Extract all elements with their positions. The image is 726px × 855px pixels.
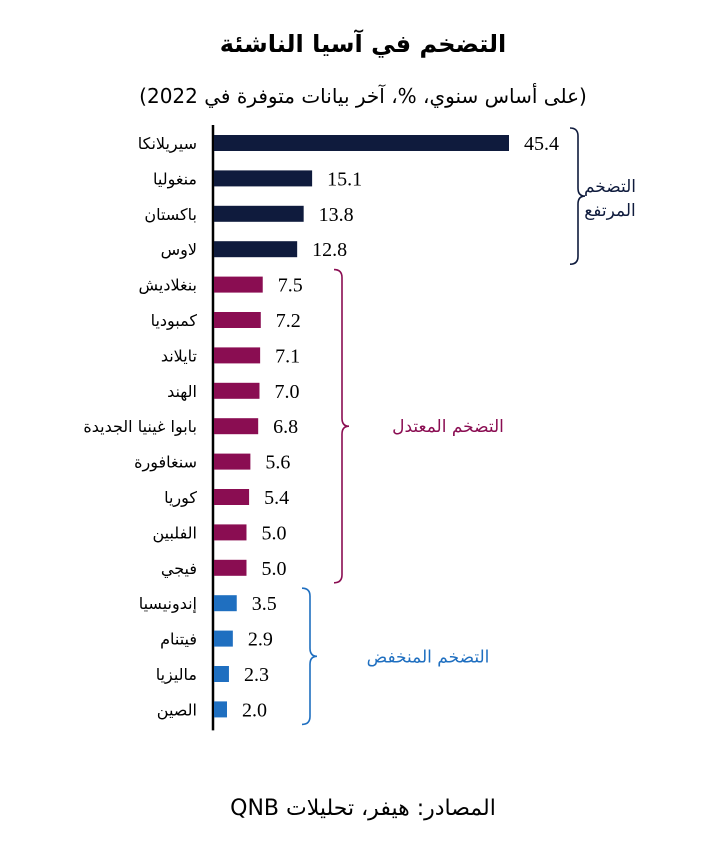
bar — [214, 595, 237, 612]
group-label: التضخم المرتفع — [584, 177, 636, 221]
category-label: الفلبين — [152, 523, 197, 543]
bar — [214, 276, 263, 293]
bar — [214, 205, 304, 222]
group-brace — [333, 268, 350, 584]
group-label: التضخم المنخفض — [367, 647, 490, 667]
category-label: منغوليا — [153, 169, 197, 189]
bar — [214, 312, 261, 328]
category-label: كمبوديا — [151, 311, 198, 331]
category-label: تايلاند — [161, 346, 197, 365]
value-label: 45.4 — [524, 133, 559, 155]
value-label: 5.4 — [264, 487, 289, 509]
bar — [214, 524, 247, 541]
bar — [214, 489, 250, 505]
chart-title: التضخم في آسيا الناشئة — [219, 30, 507, 58]
category-label: كوريا — [164, 488, 197, 508]
value-label: 2.0 — [242, 699, 267, 721]
value-label: 5.0 — [261, 522, 286, 544]
bar — [214, 418, 259, 435]
value-label: 5.0 — [261, 558, 286, 580]
value-label: 7.1 — [275, 345, 300, 367]
group-brace — [569, 127, 586, 265]
category-label: سيريلانكا — [138, 134, 197, 154]
chart-subtitle: (على أساس سنوي، %، آخر بيانات متوفرة في … — [139, 84, 587, 108]
category-label: فيتنام — [160, 630, 197, 649]
category-label: لاوس — [161, 240, 197, 260]
category-label: الصين — [157, 700, 197, 720]
category-label: بنغلاديش — [138, 276, 197, 296]
bar — [214, 701, 227, 718]
category-label: الهند — [167, 382, 197, 402]
bar — [214, 630, 233, 647]
value-label: 7.5 — [278, 275, 303, 297]
bar — [214, 666, 229, 682]
value-label: 7.2 — [276, 310, 301, 332]
value-label: 13.8 — [319, 204, 354, 226]
category-label: ماليزيا — [156, 665, 197, 685]
group-label: التضخم المعتدل — [392, 417, 504, 437]
bar — [214, 382, 260, 399]
value-label: 6.8 — [273, 416, 298, 438]
category-label: بابوا غينيا الجديدة — [83, 417, 197, 437]
value-label: 2.9 — [248, 629, 273, 651]
value-label: 3.5 — [252, 593, 277, 615]
bar — [214, 170, 313, 187]
bar — [214, 559, 247, 576]
value-label: 15.1 — [327, 168, 362, 190]
bar — [214, 135, 509, 151]
bar — [214, 241, 298, 258]
group-brace — [301, 587, 318, 726]
bar — [214, 347, 261, 364]
category-label: فيجي — [161, 559, 197, 579]
value-label: 12.8 — [312, 239, 347, 261]
value-label: 2.3 — [244, 664, 269, 686]
chart-source: المصادر: هيفر، تحليلات QNB — [230, 796, 496, 821]
category-label: إندونيسيا — [139, 594, 197, 614]
value-label: 7.0 — [274, 381, 299, 403]
bar — [214, 453, 251, 470]
category-label: باكستان — [144, 205, 197, 224]
category-label: سنغافورة — [134, 453, 197, 473]
value-label: 5.6 — [265, 452, 290, 474]
